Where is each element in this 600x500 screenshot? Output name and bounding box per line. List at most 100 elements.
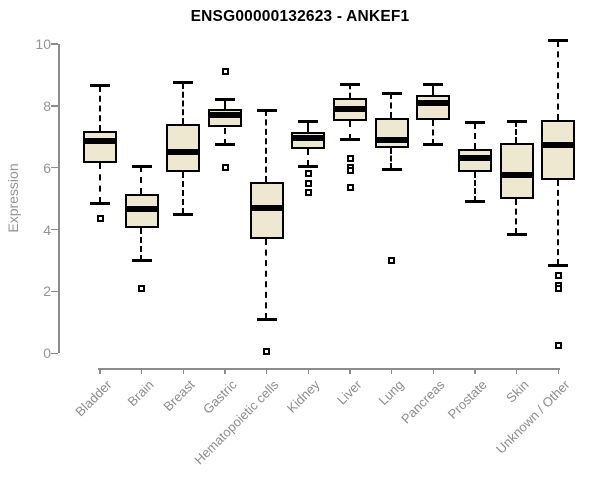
- y-axis-line: [58, 44, 60, 354]
- x-axis-tick: [265, 368, 268, 375]
- whisker-upper: [307, 121, 310, 133]
- whisker-cap-lower: [131, 259, 152, 262]
- box: [374, 118, 409, 148]
- outlier-point: [388, 257, 396, 264]
- y-tick-label: 4: [43, 221, 51, 238]
- whisker-lower: [348, 121, 351, 140]
- box: [416, 95, 451, 120]
- whisker-cap-upper: [465, 121, 486, 125]
- whisker-lower: [432, 119, 435, 145]
- x-axis-tick: [557, 368, 560, 375]
- box: [166, 124, 201, 173]
- whisker-upper: [390, 93, 393, 119]
- whisker-lower: [307, 149, 310, 167]
- median-line: [166, 149, 201, 156]
- y-axis-tick: [51, 105, 58, 107]
- whisker-upper: [98, 85, 101, 131]
- whisker-lower: [265, 238, 268, 320]
- whisker-cap-upper: [90, 84, 110, 88]
- y-axis-label: Expression: [5, 163, 21, 233]
- whisker-cap-lower: [548, 263, 569, 267]
- outlier-point: [554, 272, 562, 280]
- y-axis-tick: [51, 228, 58, 231]
- median-line: [124, 206, 159, 213]
- median-line: [458, 155, 493, 162]
- y-axis-tick: [51, 43, 58, 45]
- outlier-point: [346, 167, 354, 175]
- y-tick-label: 10: [35, 36, 51, 52]
- box: [499, 142, 534, 199]
- whisker-lower: [390, 147, 393, 170]
- chart-title: ENSG00000132623 - ANKEF1: [190, 8, 410, 25]
- x-axis-tick: [474, 368, 476, 375]
- whisker-upper: [182, 82, 185, 125]
- whisker-cap-lower: [465, 200, 486, 204]
- median-line: [208, 112, 242, 119]
- x-axis-tick: [224, 368, 226, 375]
- x-axis-tick: [390, 368, 393, 375]
- x-axis-tick: [432, 368, 435, 375]
- outlier-point: [346, 184, 354, 192]
- whisker-lower: [223, 127, 226, 145]
- median-line: [374, 136, 409, 143]
- whisker-upper: [265, 110, 268, 182]
- box: [83, 130, 117, 164]
- whisker-upper: [140, 166, 143, 194]
- outlier-point: [96, 215, 104, 223]
- whisker-lower: [98, 163, 101, 204]
- whisker-upper: [348, 84, 351, 99]
- whisker-cap-upper: [381, 91, 402, 95]
- whisker-lower: [140, 228, 143, 261]
- outlier-point: [304, 188, 312, 196]
- y-tick-label: 6: [43, 159, 51, 176]
- whisker-lower: [515, 198, 518, 235]
- outlier-point: [346, 154, 354, 162]
- whisker-cap-upper: [173, 81, 194, 85]
- whisker-cap-lower: [381, 167, 402, 171]
- outlier-point: [304, 179, 312, 187]
- whisker-cap-upper: [340, 82, 361, 86]
- x-axis-tick: [515, 368, 518, 375]
- y-tick-label: 8: [43, 97, 51, 114]
- whisker-upper: [557, 40, 560, 120]
- whisker-lower: [182, 172, 185, 215]
- y-axis-tick: [51, 290, 58, 293]
- y-axis-tick: [51, 352, 58, 355]
- whisker-cap-upper: [423, 82, 444, 86]
- outlier-point: [304, 170, 312, 178]
- box: [541, 119, 576, 181]
- whisker-cap-upper: [298, 119, 319, 123]
- whisker-cap-lower: [256, 317, 277, 321]
- median-line: [291, 135, 326, 142]
- x-axis-tick: [182, 368, 185, 375]
- whisker-cap-upper: [131, 164, 152, 168]
- whisker-cap-lower: [423, 143, 444, 147]
- whisker-upper: [473, 122, 476, 150]
- outlier-point: [554, 284, 562, 292]
- median-line: [249, 204, 284, 211]
- whisker-cap-lower: [215, 143, 235, 147]
- y-tick-label: 0: [43, 345, 51, 362]
- x-axis-tick: [140, 368, 143, 375]
- x-axis-tick: [99, 368, 101, 375]
- median-line: [83, 138, 117, 145]
- whisker-cap-lower: [298, 164, 319, 168]
- median-line: [499, 172, 534, 179]
- outlier-point: [221, 164, 229, 172]
- whisker-cap-lower: [340, 138, 361, 142]
- x-axis-tick: [307, 368, 310, 375]
- x-axis-tick: [349, 368, 351, 375]
- median-line: [333, 105, 368, 112]
- outlier-point: [263, 348, 271, 356]
- whisker-cap-upper: [215, 98, 235, 102]
- whisker-cap-upper: [256, 108, 277, 112]
- outlier-point: [221, 68, 229, 76]
- outlier-point: [554, 342, 562, 350]
- whisker-lower: [473, 172, 476, 202]
- outlier-point: [138, 284, 146, 292]
- whisker-upper: [223, 99, 226, 109]
- y-axis-tick: [51, 166, 58, 169]
- whisker-cap-lower: [173, 212, 194, 216]
- whisker-cap-upper: [506, 119, 527, 123]
